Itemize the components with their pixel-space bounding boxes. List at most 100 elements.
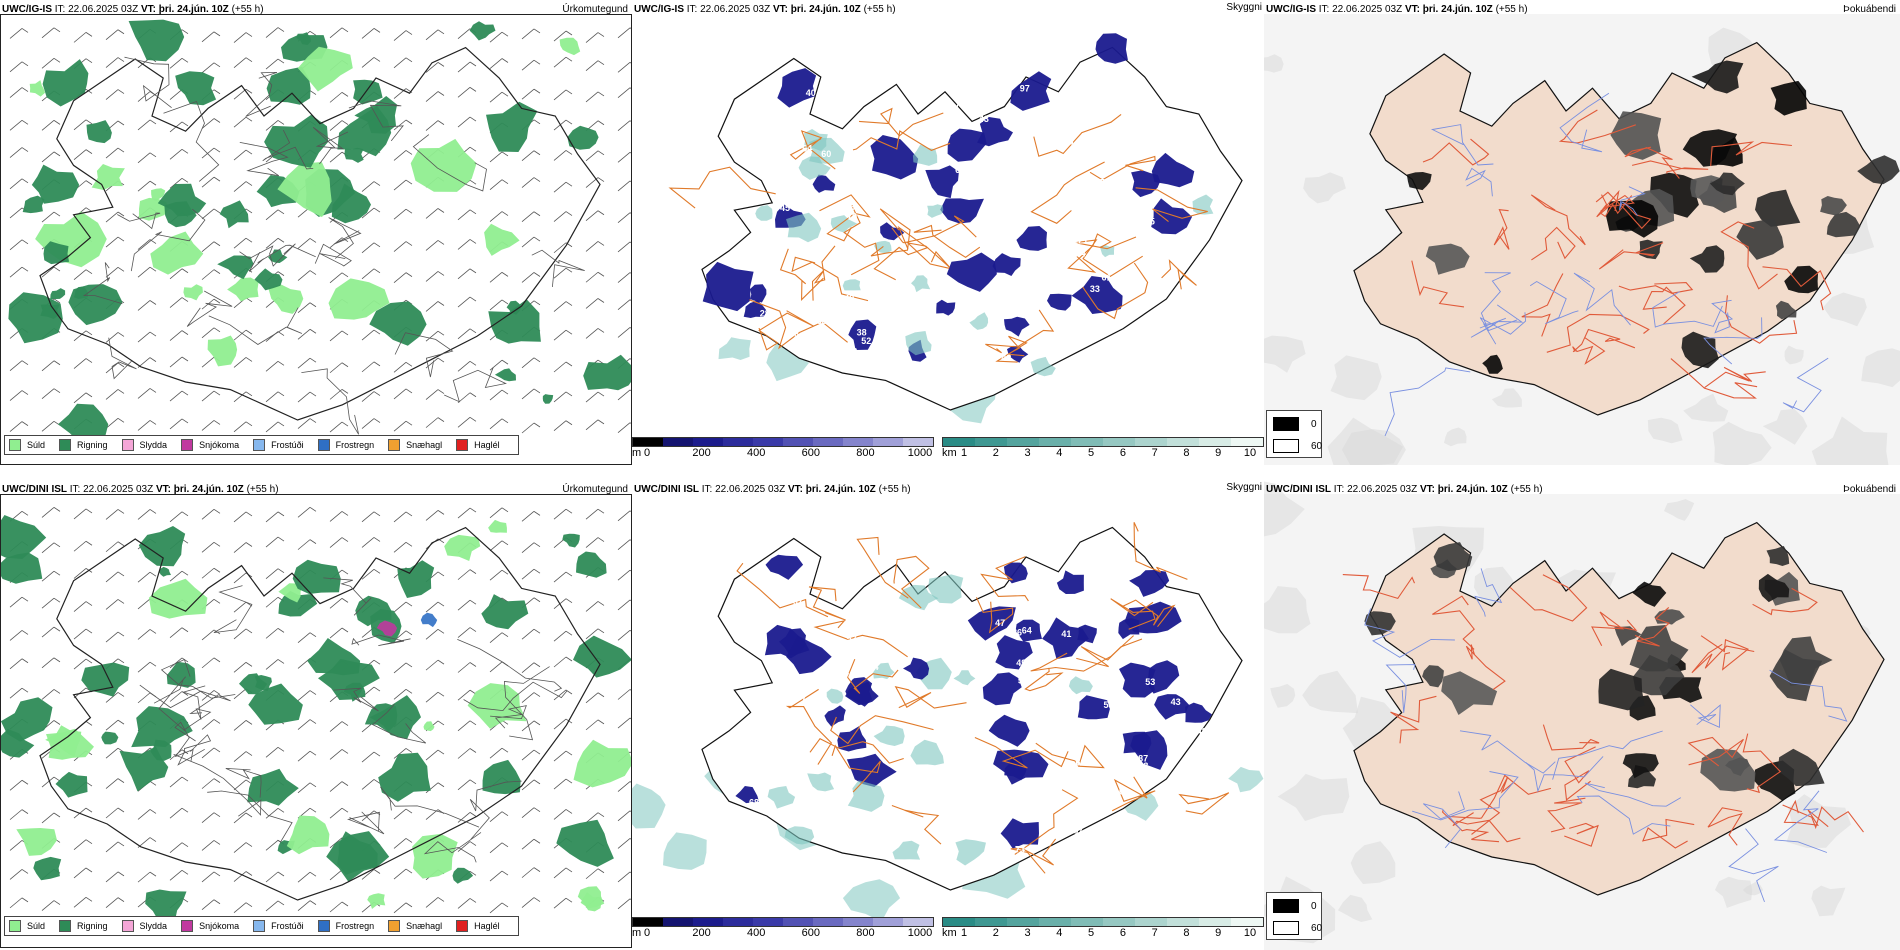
cloud-base-label: 64: [1098, 742, 1108, 752]
legend-item-2: Slydda: [121, 920, 168, 932]
vis-colorbar: km 1 2 3 4 5 6 7 8 9 10: [942, 437, 1264, 459]
colorbar-tick: 200: [692, 447, 711, 459]
cloud-base-label: 28: [760, 308, 770, 318]
colorbar-segment: [843, 918, 873, 926]
cloud-base-label: 72: [886, 795, 896, 805]
colorbar-tick: 5: [1088, 447, 1095, 459]
cloud-base-label: 83: [1183, 606, 1193, 616]
colorbar-tick: 8: [1183, 927, 1190, 939]
legend-swatch: [9, 920, 21, 932]
cloud-base-label: 47: [983, 356, 993, 366]
legend-swatch: [181, 920, 194, 932]
legend-label: Snjókoma: [199, 440, 240, 450]
colorbar-segment: [693, 438, 723, 446]
legend-label: Slydda: [139, 921, 168, 931]
fog-legend-swatch: [1273, 439, 1299, 453]
cloud-base-label: 84: [947, 815, 957, 825]
colorbar-tick: 10: [1243, 447, 1257, 459]
colorbar-segment: [1135, 918, 1167, 926]
legend-item-0: Súld: [9, 439, 45, 451]
colorbar-tick: 3: [1024, 447, 1031, 459]
colorbar-segment: [1007, 438, 1039, 446]
fog-legend-label: 0: [1311, 418, 1317, 430]
colorbar-segment: [1231, 918, 1263, 926]
cloud-base-label: 43: [1171, 697, 1181, 707]
colorbar-tick: 6: [1119, 447, 1126, 459]
cloud-base-label: 81: [801, 720, 811, 730]
cloud-base-label: 57: [1018, 676, 1028, 686]
legend-swatch: [317, 920, 330, 932]
colorbar-segment: [1039, 438, 1071, 446]
cloud-base-label: 97: [1020, 84, 1030, 94]
fog-legend-label: 60: [1311, 440, 1323, 452]
cloud-base-label: 83: [782, 294, 792, 304]
panel-header: UWC/IG-IS IT: 22.06.2025 03Z VT: þri. 24…: [2, 4, 264, 15]
colorbar-segment: [723, 918, 753, 926]
cloud-base-label: 40: [806, 88, 816, 98]
vis-colorbar: km 1 2 3 4 5 6 7 8 9 10: [942, 917, 1264, 939]
cloud-base-label: 81: [794, 331, 804, 341]
cloud-base-label: 48: [1197, 727, 1207, 737]
cloud-base-label: 66: [845, 202, 855, 212]
fog-panel-top: UWC/IG-IS IT: 22.06.2025 03Z VT: þri. 24…: [1264, 0, 1900, 465]
cloud-base-label: 65: [1118, 72, 1128, 82]
fog-map-top: [1264, 14, 1900, 465]
fog-legend-swatch: [1273, 899, 1299, 913]
cloud-base-label: 61: [915, 300, 925, 310]
cloud-base-label: 68: [817, 316, 827, 326]
cloud-base-label: 61: [1050, 280, 1060, 290]
colorbar-tick: 600: [801, 447, 820, 459]
legend-item-5: Frostregn: [317, 920, 374, 932]
colorbar-tick: 0: [643, 927, 651, 939]
legend-item-7: Haglél: [456, 920, 500, 932]
colorbar-tick: 6: [1119, 927, 1126, 939]
colorbar-unit: m: [632, 447, 642, 459]
colorbar-segment: [1167, 438, 1199, 446]
colorbar-segment: [1167, 918, 1199, 926]
colorbar-tick: 0: [643, 447, 651, 459]
fog-legend-label: 0: [1311, 900, 1317, 912]
legend-swatch: [253, 439, 266, 451]
panel-title: Úrkomutegund: [562, 484, 628, 495]
fog-legend-swatch: [1273, 417, 1299, 431]
colorbar-segment: [903, 438, 933, 446]
cloud-base-label: 51: [762, 136, 772, 146]
legend-label: Súld: [27, 440, 46, 450]
panel-header: UWC/IG-IS IT: 22.06.2025 03Z VT: þri. 24…: [634, 4, 896, 15]
legend-item-0: Súld: [9, 920, 45, 932]
cloud-vis-panel-top: 57 33 58 55 60 59 65 72 97 28 53 64 118 68 42 45 47 79 38 6…: [632, 0, 1264, 465]
cloud-base-label: 87: [990, 166, 1000, 176]
fog-legend-row: 60: [1273, 921, 1322, 935]
colorbar-segment: [1199, 438, 1231, 446]
colorbar-tick: 1: [960, 927, 968, 939]
colorbar-tick: 10: [1243, 927, 1257, 939]
colorbar-strip: [632, 437, 934, 447]
colorbar-segment: [753, 918, 783, 926]
cloud-base-label: 41: [1061, 629, 1071, 639]
colorbar-tick: 400: [747, 927, 766, 939]
cloud-base-label: 68: [891, 836, 901, 846]
cloud-base-label: 67: [793, 597, 803, 607]
legend-item-4: Frostúði: [253, 439, 304, 451]
colorbar-tick: 2: [992, 927, 999, 939]
legend-swatch: [121, 920, 134, 932]
cloud-base-label: 61: [894, 96, 904, 106]
cloud-base-label: 77: [797, 693, 807, 703]
cloud-base-label: 64: [802, 144, 812, 154]
panel-title: Skyggni: [1226, 482, 1262, 493]
legend-swatch: [456, 439, 469, 451]
cloud-base-label: 53: [1104, 700, 1114, 710]
colorbar-segment: [723, 438, 753, 446]
colorbar-segment: [873, 438, 903, 446]
colorbar-segment: [1071, 438, 1103, 446]
cloud-base-label: 57: [1063, 720, 1073, 730]
precip-legend: Súld Rigning Slydda Snjókoma Frostúði Frostre…: [4, 435, 519, 455]
precip-map-top: [8, 19, 632, 444]
colorbar-tick: 7: [1151, 447, 1158, 459]
colorbar-tick: 5: [1088, 927, 1095, 939]
cloud-base-label: 77: [825, 344, 835, 354]
cloud-base-label: 64: [1022, 625, 1032, 635]
legend-item-1: Rigning: [59, 920, 108, 932]
cloud-base-label: 43: [979, 114, 989, 124]
cloud-vis-map-top: 57 33 58 55 60 59 65 72 97 28 53 64 118 68 42 45 47 79 38 6…: [668, 33, 1243, 424]
